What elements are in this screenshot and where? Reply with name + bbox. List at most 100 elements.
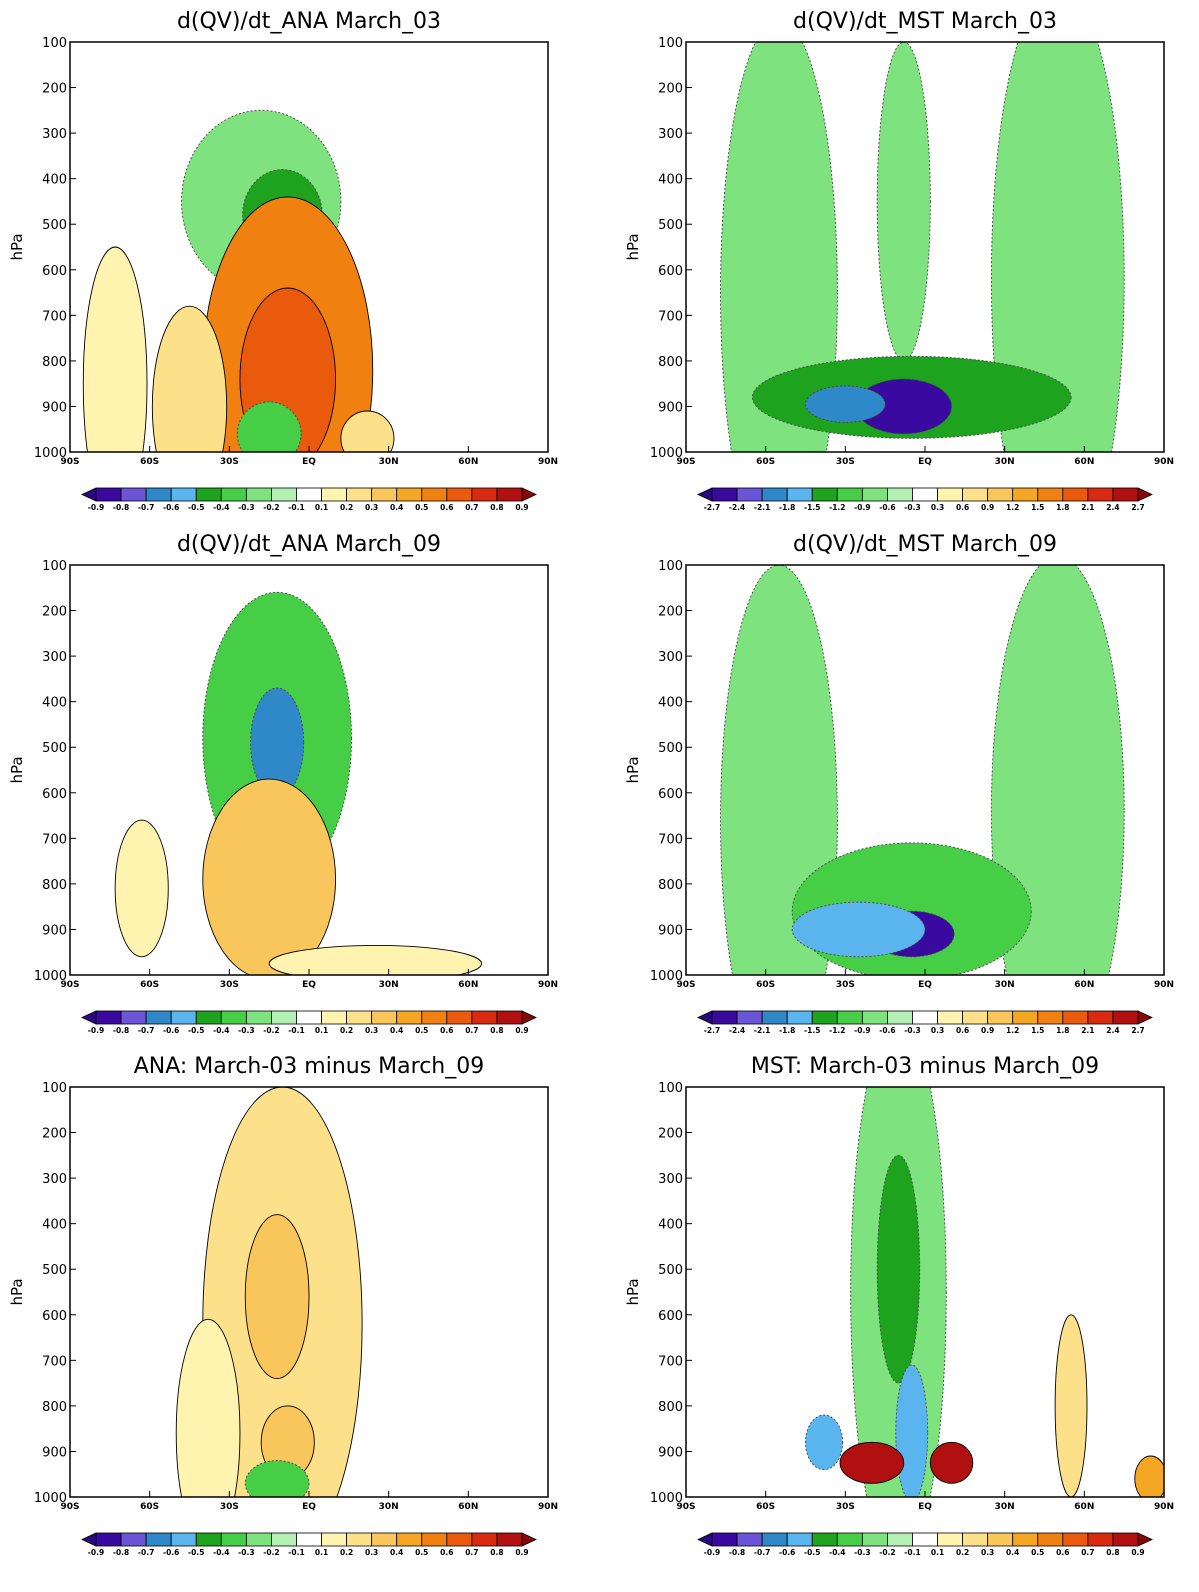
y-tick-label: 400 xyxy=(658,1218,683,1233)
colorbar-swatch xyxy=(861,487,888,502)
colorbar-swatch xyxy=(120,1532,147,1547)
colorbar-label: -0.6 xyxy=(879,1026,895,1035)
y-tick-label: 800 xyxy=(658,878,683,893)
colorbar-swatch xyxy=(170,1532,197,1547)
contour-blob xyxy=(202,778,336,975)
colorbar-swatch xyxy=(987,1010,1014,1025)
y-tick-label: 800 xyxy=(42,1400,67,1415)
colorbar-label: -0.5 xyxy=(188,503,204,512)
contour-field xyxy=(720,42,1125,452)
colorbar-label: -0.1 xyxy=(288,1026,304,1035)
colorbar-label: 2.7 xyxy=(1131,503,1144,512)
y-tick-label: 600 xyxy=(658,264,683,279)
colorbar-label: -0.8 xyxy=(113,503,129,512)
y-tick-label: 500 xyxy=(658,1263,683,1278)
colorbar-swatch xyxy=(446,487,473,502)
colorbar-swatch xyxy=(220,1010,247,1025)
chart-title: d(QV)/dt_MST March_09 xyxy=(793,532,1057,557)
y-axis-label: hPa xyxy=(8,1278,26,1305)
x-tick-label: 60N xyxy=(1074,1502,1094,1512)
colorbar-label: 1.2 xyxy=(1006,1026,1019,1035)
colorbar: -0.9 -0.8 -0.7 -0.6 -0.5 -0.4 -0.3 -0.2 -0.1 0.1 0… xyxy=(697,1532,1153,1557)
colorbar-label: -0.3 xyxy=(854,1548,870,1557)
x-tick-label: 90S xyxy=(676,980,695,990)
colorbar-swatch xyxy=(1112,1010,1139,1025)
chart-panel-3: d(QV)/dt_ANA March_09 hPa 100 200 300 400 500 6… xyxy=(8,532,558,1035)
colorbar-swatch xyxy=(711,1532,738,1547)
contour-blob xyxy=(805,385,886,423)
x-tick-label: 30S xyxy=(836,1502,855,1512)
colorbar-label: 0.3 xyxy=(365,503,378,512)
colorbar-swatch xyxy=(245,1010,272,1025)
contour-blob xyxy=(990,42,1125,452)
colorbar-label: -0.9 xyxy=(854,503,870,512)
colorbar-swatch xyxy=(95,487,122,502)
colorbar-swatch xyxy=(761,1532,788,1547)
y-axis-label: hPa xyxy=(624,233,642,260)
y-tick-label: 800 xyxy=(42,355,67,370)
colorbar-label: 0.2 xyxy=(340,1548,353,1557)
y-tick-label: 100 xyxy=(42,36,67,51)
colorbar-label: 0.4 xyxy=(390,503,403,512)
colorbar-swatch xyxy=(195,1532,222,1547)
colorbar-high-arrow xyxy=(521,1532,537,1547)
colorbar-swatch xyxy=(1012,487,1039,502)
x-tick-label: 60N xyxy=(458,980,478,990)
colorbar-swatch xyxy=(245,1532,272,1547)
contour-blob xyxy=(876,1154,921,1384)
colorbar-swatch xyxy=(861,1532,888,1547)
colorbar-swatch xyxy=(912,1010,938,1025)
colorbar-low-arrow xyxy=(81,1532,97,1547)
y-tick-label: 700 xyxy=(658,309,683,324)
colorbar-label: 2.4 xyxy=(1106,1026,1119,1035)
colorbar-label: -0.9 xyxy=(704,1548,720,1557)
contour-blob xyxy=(720,42,838,452)
y-tick-label: 200 xyxy=(658,1127,683,1142)
colorbar-label: 0.9 xyxy=(515,1026,528,1035)
colorbar-swatch xyxy=(271,487,297,502)
colorbar-high-arrow xyxy=(1137,487,1153,502)
colorbar-label: 0.4 xyxy=(390,1548,403,1557)
colorbar-label: 0.5 xyxy=(415,1548,428,1557)
y-tick-label: 200 xyxy=(658,605,683,620)
colorbar-swatch xyxy=(987,1532,1014,1547)
colorbar-swatch xyxy=(937,1010,963,1025)
x-tick-label: 60N xyxy=(458,1502,478,1512)
x-tick-label: 60N xyxy=(1074,980,1094,990)
colorbar-label: -0.6 xyxy=(879,503,895,512)
colorbar-swatch xyxy=(95,1532,122,1547)
x-tick-label: 60N xyxy=(1074,457,1094,467)
colorbar-label: 0.6 xyxy=(440,1026,453,1035)
x-tick-label: 90S xyxy=(60,980,79,990)
colorbar-swatch xyxy=(496,487,523,502)
contour-blob xyxy=(114,819,169,958)
colorbar-low-arrow xyxy=(81,1010,97,1025)
colorbar-label: 0.6 xyxy=(956,503,969,512)
y-tick-label: 500 xyxy=(658,218,683,233)
colorbar: -0.9 -0.8 -0.7 -0.6 -0.5 -0.4 -0.3 -0.2 -0.1 0.1 0… xyxy=(81,1532,537,1557)
y-tick-label: 900 xyxy=(42,400,67,415)
colorbar-label: -0.5 xyxy=(188,1026,204,1035)
y-tick-label: 800 xyxy=(658,355,683,370)
colorbar-swatch xyxy=(371,1532,398,1547)
x-tick-label: 60S xyxy=(756,980,775,990)
colorbar-label: 0.3 xyxy=(365,1026,378,1035)
colorbar-label: 0.4 xyxy=(1006,1548,1019,1557)
colorbar-label: 0.9 xyxy=(515,503,528,512)
contour-field xyxy=(82,109,395,452)
colorbar-label: 1.5 xyxy=(1031,1026,1044,1035)
colorbar-swatch xyxy=(711,1010,738,1025)
colorbar-label: 1.2 xyxy=(1006,503,1019,512)
colorbar: -0.9 -0.8 -0.7 -0.6 -0.5 -0.4 -0.3 -0.2 -0.1 0.1 0… xyxy=(81,1010,537,1035)
x-tick-label: 90N xyxy=(1154,457,1174,467)
y-axis-label: hPa xyxy=(8,233,26,260)
colorbar-label: 1.8 xyxy=(1056,1026,1069,1035)
colorbar-swatch xyxy=(1012,1532,1039,1547)
contour-blob xyxy=(876,42,931,362)
colorbar-swatch xyxy=(371,487,398,502)
y-tick-label: 100 xyxy=(42,1081,67,1096)
colorbar-label: 0.1 xyxy=(315,1548,328,1557)
colorbar-swatch xyxy=(446,1010,473,1025)
contour-blob xyxy=(340,410,395,452)
colorbar-label: -1.2 xyxy=(829,503,845,512)
